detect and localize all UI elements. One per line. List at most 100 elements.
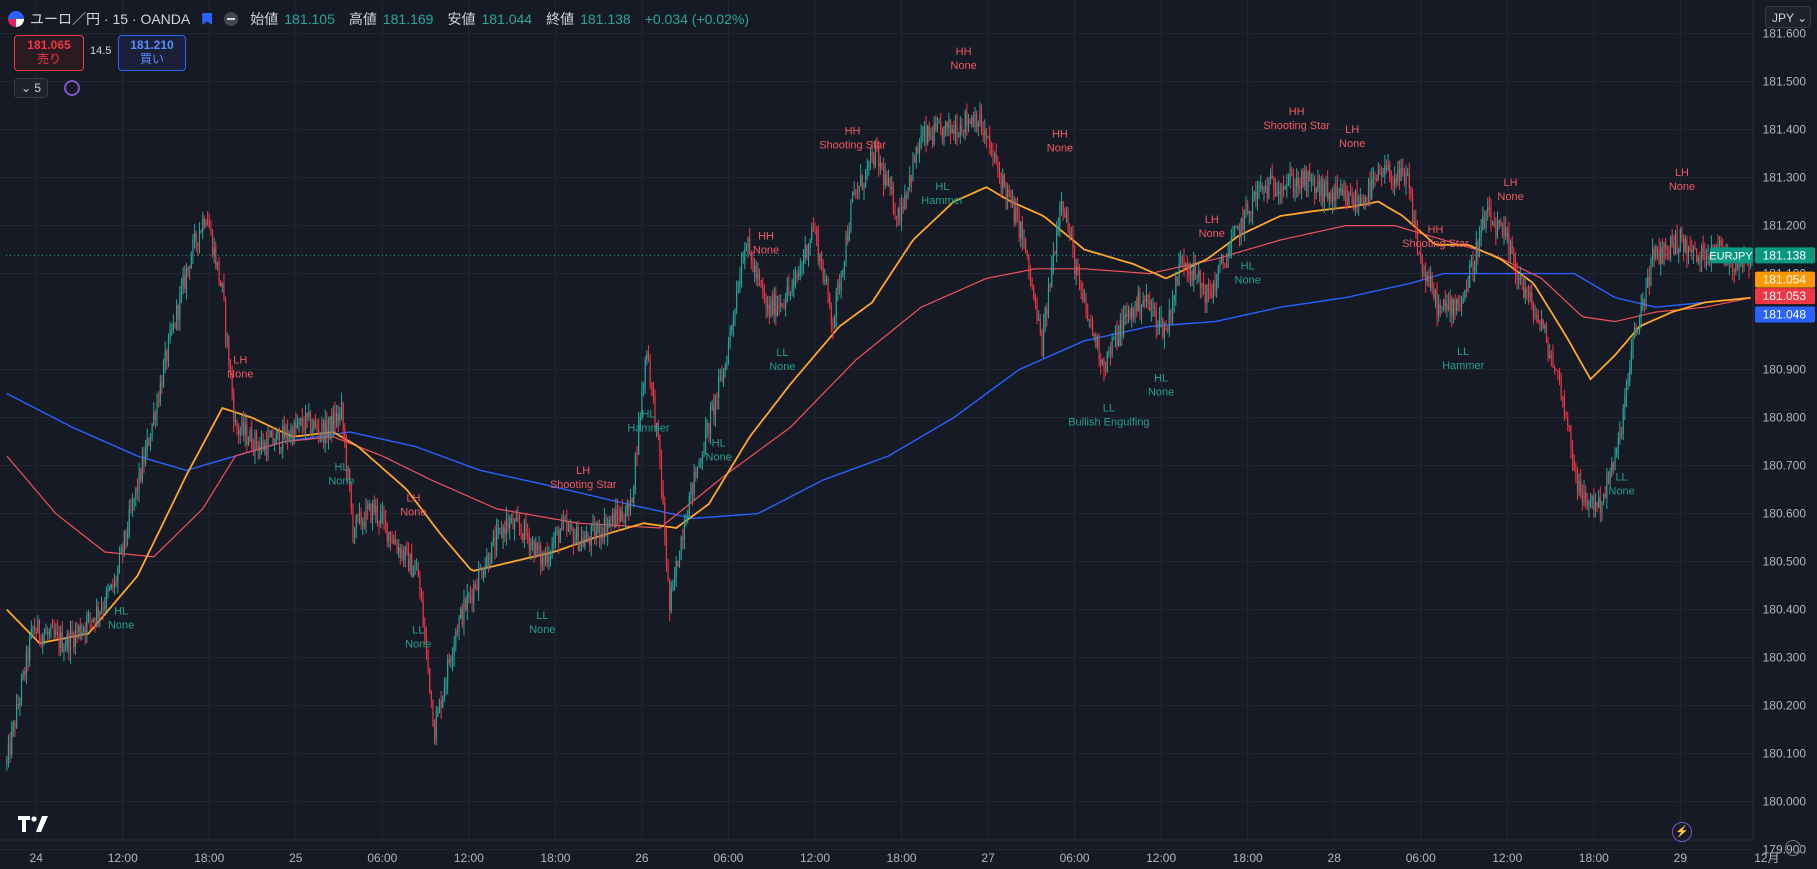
price-tick-label: 180.400 [1763,603,1807,617]
candle-body [251,429,253,448]
candle [1518,274,1520,290]
price-tick-label: 180.600 [1763,507,1807,521]
candle-body [1540,319,1543,325]
candle [1598,489,1600,508]
lightning-icon[interactable]: ⚡ [1672,822,1692,842]
symbol-title[interactable]: ユーロ／円 · 15 · OANDA [30,11,191,27]
candle [1220,253,1223,265]
candle-body [522,533,524,541]
candle [1158,306,1161,335]
candle-body [1487,207,1489,212]
candle [896,215,898,228]
candle [522,533,524,544]
candle-body [1269,175,1272,181]
candle-body [69,630,72,652]
candle [1072,225,1074,259]
candle [1514,252,1517,285]
candle [1565,410,1567,419]
candle [414,559,416,576]
candle-body [1443,299,1445,307]
candle [1018,206,1020,242]
candle [1431,271,1433,295]
candle [904,184,906,211]
candle-body [1085,299,1087,311]
candle [827,276,829,304]
candle-body [1127,310,1130,317]
candle [375,498,377,524]
candle-body [675,561,677,578]
candle-body [837,282,839,292]
candle [804,235,806,264]
candle [306,412,308,429]
candle [203,215,205,230]
candle-body [1139,291,1141,313]
candle-body [896,217,898,219]
candle [527,523,529,545]
candle [1596,501,1598,512]
candle-body [848,230,850,241]
candle [376,498,379,527]
candle [816,226,818,247]
candle-body [925,127,927,143]
candle-body [1589,501,1592,503]
candle-body [362,522,364,525]
candle-body [1449,299,1451,311]
candle-body [683,525,685,540]
candle [197,242,199,256]
candle [1513,246,1515,272]
candle [99,610,101,627]
buy-button[interactable]: 181.210 買い [118,35,186,71]
candle-body [1203,283,1205,293]
candle-body [254,432,256,453]
candle-body [1044,308,1046,326]
candle [1126,302,1128,325]
candle-body [781,303,783,305]
candle [850,198,852,234]
candle-body [842,270,844,275]
candle [1212,280,1214,304]
candle [1665,237,1667,260]
settings-gear-icon[interactable] [1785,840,1801,856]
candle-body [930,135,932,137]
candle [336,404,338,428]
candle-body [1601,502,1603,513]
candle [115,575,117,588]
candle [1436,282,1438,327]
indicators-toggle[interactable]: ⌄ 5 [14,78,48,98]
bookmark-icon[interactable] [202,13,213,25]
candle [242,411,245,442]
candle [912,152,914,182]
candle [468,591,470,604]
candle [579,541,581,552]
candle [1206,284,1208,313]
candle-body [308,412,310,418]
candle-body [840,274,842,290]
currency-select[interactable]: JPY ⌄ [1765,6,1811,28]
candle [1689,235,1691,253]
candle [883,157,885,197]
candle-body [1025,238,1027,254]
candle-body [589,540,591,545]
candle-body [22,671,24,679]
candle-body [1531,292,1533,304]
candle [1118,325,1120,347]
hide-icon[interactable] [224,12,239,26]
candle-body [1191,270,1193,281]
candle-body [1371,178,1373,199]
candle [269,429,271,438]
candle [1207,278,1210,303]
candle [360,507,362,530]
sync-icon[interactable] [64,80,80,96]
candle-body [229,364,232,374]
candle [1578,473,1580,497]
annotation-pattern: None [706,451,732,463]
candle-body [1328,192,1330,200]
candle [158,391,160,408]
sell-button[interactable]: 181.065 売り [14,35,84,71]
candle [905,191,908,210]
candle-body [327,428,330,438]
candle [184,265,186,293]
candle-body [153,412,155,424]
candle-body [584,541,586,547]
